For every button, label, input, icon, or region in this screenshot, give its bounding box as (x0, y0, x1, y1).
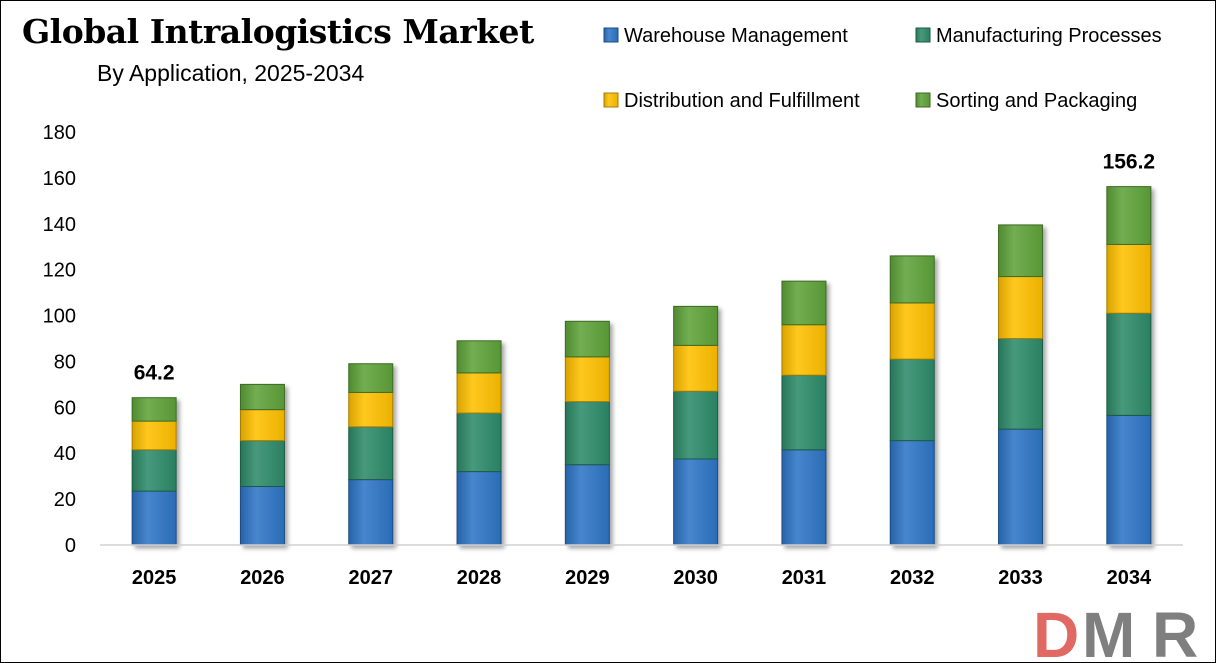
x-tick-label: 2025 (132, 567, 177, 589)
legend-label: Distribution and Fulfillment (624, 90, 860, 112)
bar-segment (348, 426, 394, 481)
bar-segment (131, 397, 177, 422)
bar-segment (998, 276, 1044, 339)
logo-letter: D (1033, 599, 1077, 663)
data-label: 64.2 (134, 362, 175, 385)
bar-segment (564, 320, 610, 358)
data-label: 156.2 (1103, 151, 1156, 174)
bar-segment (998, 338, 1044, 430)
bar-stack-2030 (673, 305, 719, 546)
legend-swatch (603, 27, 619, 43)
legend-item: Distribution and Fulfillment (603, 90, 860, 112)
bar-segment (781, 324, 827, 376)
bar-segment (348, 479, 394, 546)
bar-stack-2025 (131, 397, 177, 546)
legend-label: Manufacturing Processes (936, 25, 1162, 47)
y-tick-label: 100 (43, 306, 76, 328)
bar-segment (673, 390, 719, 460)
bar-segment (239, 383, 285, 411)
legend-swatch (915, 92, 931, 108)
logo-letter: M (1082, 599, 1132, 663)
y-tick-label: 160 (43, 168, 76, 190)
bar-segment (673, 344, 719, 392)
y-tick-label: 0 (65, 535, 76, 557)
bar-stack-2033 (998, 224, 1044, 546)
bar-segment (131, 420, 177, 451)
bar-segment (781, 280, 827, 326)
chart-title: Global Intralogistics Market (22, 12, 534, 51)
bar-stack-2026 (239, 383, 285, 546)
bar-segment (131, 490, 177, 546)
bar-stack-2028 (456, 340, 502, 546)
x-tick-label: 2030 (673, 567, 718, 589)
bar-segment (781, 449, 827, 546)
y-tick-label: 140 (43, 214, 76, 236)
x-tick-label: 2034 (1107, 567, 1152, 589)
legend-item: Warehouse Management (603, 25, 848, 47)
bar-stack-2032 (889, 255, 935, 546)
x-tick-label: 2028 (457, 567, 502, 589)
legend-swatch (915, 27, 931, 43)
bar-segment (1106, 414, 1152, 546)
bar-segment (1106, 312, 1152, 416)
bar-segment (564, 356, 610, 403)
bar-segment (456, 372, 502, 414)
bar-segment (564, 401, 610, 466)
y-axis: 0 20 40 60 80 100 120 140 160 180 (43, 122, 76, 557)
bar-segment (456, 471, 502, 546)
y-tick-label: 120 (43, 260, 76, 282)
legend-item: Manufacturing Processes (915, 25, 1162, 47)
bar-segment (348, 363, 394, 393)
bar-stack-2029 (564, 320, 610, 546)
data-labels: 64.2 156.2 (134, 151, 1155, 385)
bar-segment (781, 374, 827, 451)
legend-label: Sorting and Packaging (936, 90, 1137, 112)
x-tick-label: 2026 (240, 567, 285, 589)
x-tick-label: 2033 (998, 567, 1043, 589)
x-tick-label: 2031 (782, 567, 827, 589)
y-tick-label: 20 (54, 489, 76, 511)
bar-segment (131, 449, 177, 492)
bar-segment (1106, 243, 1152, 314)
bar-segment (673, 458, 719, 546)
bar-stack-2034 (1106, 186, 1152, 546)
bar-segment (998, 224, 1044, 278)
x-tick-label: 2027 (349, 567, 394, 589)
bar-segment (239, 409, 285, 442)
x-tick-label: 2032 (890, 567, 935, 589)
bar-segment (564, 464, 610, 546)
legend-label: Warehouse Management (624, 25, 848, 47)
legend: Warehouse Management Manufacturing Proces… (603, 25, 1162, 112)
chart-subtitle: By Application, 2025-2034 (97, 60, 365, 86)
bar-segment (456, 412, 502, 473)
bar-segment (889, 302, 935, 360)
bar-segment (998, 428, 1044, 546)
bar-segment (348, 391, 394, 428)
logo-letter: R (1152, 599, 1197, 663)
bar-stack-2027 (348, 363, 394, 546)
legend-item: Sorting and Packaging (915, 90, 1137, 112)
y-tick-label: 180 (43, 122, 76, 144)
y-tick-label: 40 (54, 443, 76, 465)
bars (131, 186, 1152, 546)
bar-segment (456, 340, 502, 374)
bar-segment (239, 485, 285, 546)
legend-swatch (603, 92, 619, 108)
bar-segment (889, 440, 935, 546)
bar-segment (1106, 186, 1152, 245)
x-axis: 2025 2026 2027 2028 2029 2030 2031 2032 2033 2034 (100, 544, 1183, 589)
bar-segment (673, 305, 719, 346)
bar-segment (889, 255, 935, 304)
bar-segment (239, 440, 285, 487)
y-tick-label: 60 (54, 397, 76, 419)
x-tick-label: 2029 (565, 567, 610, 589)
y-tick-label: 80 (54, 351, 76, 373)
bar-segment (889, 358, 935, 442)
bar-stack-2031 (781, 280, 827, 546)
